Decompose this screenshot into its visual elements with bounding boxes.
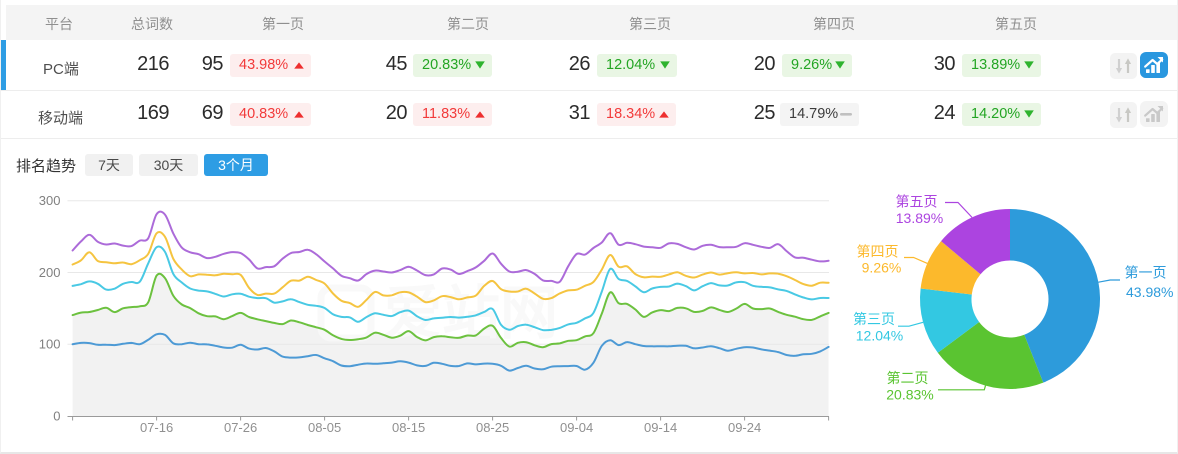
svg-text:09-04: 09-04 (560, 420, 593, 435)
svg-text:第二页: 第二页 (887, 370, 929, 386)
svg-text:12.04%: 12.04% (856, 328, 903, 344)
svg-text:20.83%: 20.83% (886, 387, 933, 403)
svg-text:第一页: 第一页 (1125, 265, 1167, 281)
svg-text:43.98%: 43.98% (1126, 284, 1173, 300)
svg-text:13.89%: 13.89% (896, 210, 943, 226)
svg-text:第三页: 第三页 (853, 311, 895, 327)
svg-text:300: 300 (39, 193, 61, 208)
svg-text:第五页: 第五页 (896, 194, 938, 210)
svg-text:09-14: 09-14 (644, 420, 677, 435)
svg-text:200: 200 (39, 265, 61, 280)
svg-text:100: 100 (39, 337, 61, 352)
svg-text:0: 0 (53, 409, 60, 424)
svg-text:第四页: 第四页 (857, 244, 899, 260)
svg-text:07-16: 07-16 (140, 420, 173, 435)
svg-text:08-15: 08-15 (392, 420, 425, 435)
svg-text:07-26: 07-26 (224, 420, 257, 435)
svg-text:09-24: 09-24 (728, 420, 761, 435)
svg-text:9.26%: 9.26% (862, 260, 902, 276)
svg-text:08-05: 08-05 (308, 420, 341, 435)
svg-text:08-25: 08-25 (476, 420, 509, 435)
